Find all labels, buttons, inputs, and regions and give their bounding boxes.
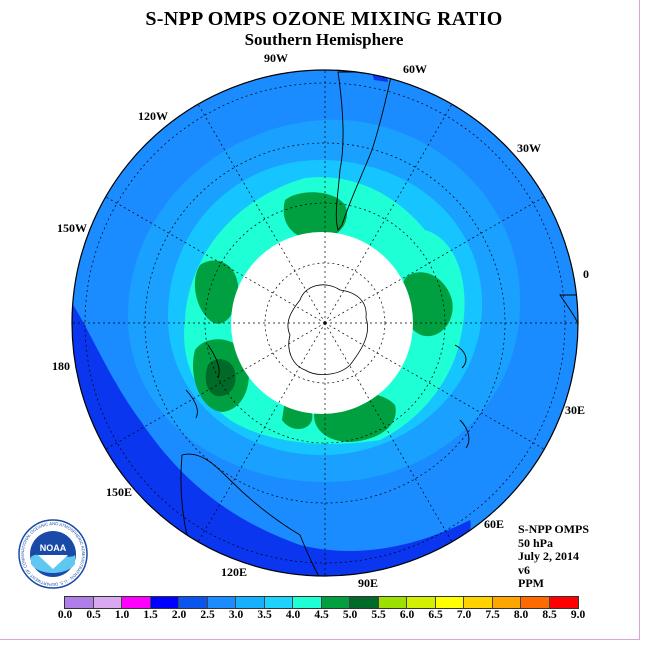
colorbar-swatch bbox=[122, 597, 151, 608]
colorbar-swatch bbox=[378, 597, 407, 608]
lon-label-120e: 120E bbox=[221, 565, 247, 579]
info-level: 50 hPa bbox=[518, 535, 554, 550]
colorbar-tick-label: 4.0 bbox=[285, 609, 301, 621]
australia-coastline bbox=[180, 453, 321, 576]
colorbar-tick-label: 8.0 bbox=[513, 609, 529, 621]
antarctica-coastline bbox=[287, 284, 368, 375]
no-data-polar-cap bbox=[231, 232, 413, 414]
africa-coastline bbox=[559, 294, 578, 331]
colorbar-tick-label: 1.5 bbox=[143, 609, 158, 621]
info-panel: S-NPP OMPS 50 hPa July 2, 2014 v6 PPM bbox=[518, 522, 589, 591]
colorbar-tick-label: 7.0 bbox=[456, 609, 472, 621]
map-title: S-NPP OMPS OZONE MIXING RATIO bbox=[145, 8, 503, 30]
noaa-logo-text: NOAA bbox=[40, 543, 67, 553]
colorbar-tick-label: 7.5 bbox=[485, 609, 500, 621]
colorbar-tick-label: 5.0 bbox=[342, 609, 358, 621]
colorbar-swatch bbox=[150, 597, 179, 608]
lon-label-90e: 90E bbox=[358, 576, 378, 590]
map-subtitle: Southern Hemisphere bbox=[244, 30, 404, 49]
colorbar-tick-label: 2.5 bbox=[200, 609, 215, 621]
colorbar-swatch bbox=[549, 597, 578, 608]
new-zealand-coastline bbox=[185, 344, 220, 419]
colorbar-tick-label: 6.0 bbox=[399, 609, 415, 621]
map-boundary bbox=[71, 69, 579, 577]
colorbar-swatch bbox=[264, 597, 293, 608]
patch-4-5-5-0 bbox=[205, 359, 236, 397]
colorbar-ticks: 0.0 0.5 1.0 1.5 2.0 2.5 3.0 3.5 4.0 4.5 5.0 5.5 6.0 6… bbox=[58, 609, 585, 623]
patch-4-0-4-5-right bbox=[401, 272, 453, 337]
ozone-field bbox=[72, 70, 578, 576]
info-date: July 2, 2014 bbox=[518, 549, 580, 563]
colorbar-swatch bbox=[321, 597, 350, 608]
graticule bbox=[72, 70, 578, 576]
figure-frame bbox=[0, 0, 640, 640]
colorbar-swatch bbox=[464, 597, 493, 608]
colorbar-swatch bbox=[350, 597, 379, 608]
south-america-coastline bbox=[335, 71, 393, 231]
lon-label-90w: 90W bbox=[264, 51, 288, 65]
info-version: v6 bbox=[518, 562, 530, 577]
lon-label-150w: 150W bbox=[57, 221, 87, 235]
colorbar-swatch bbox=[207, 597, 236, 608]
colorbar-tick-label: 5.5 bbox=[371, 609, 386, 621]
lon-label-180: 180 bbox=[52, 359, 70, 373]
colorbar-swatch bbox=[65, 597, 94, 608]
colorbar-tick-label: 3.0 bbox=[228, 609, 244, 621]
lon-label-60e: 60E bbox=[484, 517, 504, 531]
colorbar bbox=[64, 596, 579, 609]
colorbar-swatch bbox=[521, 597, 550, 608]
colorbar-tick-label: 8.5 bbox=[542, 609, 557, 621]
colorbar-swatch bbox=[179, 597, 208, 608]
lon-label-120w: 120W bbox=[138, 109, 168, 123]
colorbar-swatch bbox=[492, 597, 521, 608]
colorbar-tick-label: 6.5 bbox=[428, 609, 443, 621]
colorbar-tick-label: 9.0 bbox=[570, 609, 586, 621]
colorbar-tick-label: 0.0 bbox=[57, 609, 73, 621]
info-instrument: S-NPP OMPS bbox=[518, 522, 589, 536]
islands-coastline bbox=[454, 344, 470, 449]
colorbar-swatch bbox=[93, 597, 122, 608]
colorbar-tick-label: 3.5 bbox=[257, 609, 272, 621]
colorbar-tick-label: 4.5 bbox=[314, 609, 329, 621]
info-units: PPM bbox=[518, 576, 544, 590]
colorbar-swatch bbox=[236, 597, 265, 608]
lon-label-0: 0 bbox=[583, 267, 589, 281]
colorbar-tick-label: 1.0 bbox=[114, 609, 130, 621]
lon-label-30e: 30E bbox=[565, 403, 585, 417]
longitude-labels: 90W 60W 30W 0 30E 60E 90E 120E 150E 180 … bbox=[52, 51, 589, 590]
colorbar-tick-label: 2.0 bbox=[171, 609, 187, 621]
lon-label-30w: 30W bbox=[517, 141, 541, 155]
colorbar-swatch bbox=[407, 597, 436, 608]
patch-4-0-4-5-top bbox=[283, 192, 348, 241]
lon-label-60w: 60W bbox=[403, 62, 427, 76]
lon-label-150e: 150E bbox=[106, 485, 132, 499]
colorbar-swatch bbox=[435, 597, 464, 608]
colorbar-tick-label: 0.5 bbox=[86, 609, 101, 621]
noaa-logo: NATIONAL OCEANIC AND ATMOSPHERIC ADMINIS… bbox=[18, 519, 88, 589]
colorbar-swatch bbox=[293, 597, 322, 608]
